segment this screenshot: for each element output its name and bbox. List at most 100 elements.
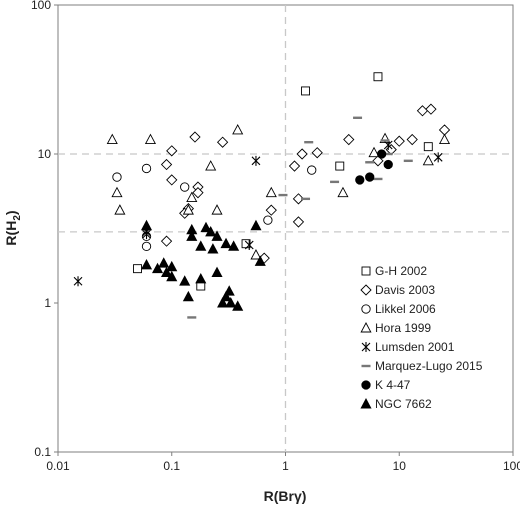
data-point <box>296 148 308 160</box>
data-point <box>207 243 219 254</box>
data-point <box>195 240 207 251</box>
data-point <box>301 197 311 201</box>
legend-marker <box>360 398 372 409</box>
y-tick-label: 1 <box>44 296 51 310</box>
data-point <box>383 152 393 156</box>
data-point <box>186 230 198 241</box>
x-axis-title: R(Brγ) <box>264 488 307 504</box>
data-points <box>73 72 451 319</box>
data-point <box>265 204 277 216</box>
legend-marker <box>361 266 371 276</box>
data-point <box>111 186 123 198</box>
x-tick-label: 10 <box>393 459 407 473</box>
data-point <box>166 270 178 282</box>
series-group <box>73 139 443 287</box>
data-point <box>425 103 437 115</box>
plot-area-frame <box>57 4 514 453</box>
data-point <box>433 152 443 163</box>
x-tick-label: 0.1 <box>163 459 180 473</box>
data-point <box>373 72 383 82</box>
data-point <box>114 204 126 215</box>
y-tick-label: 10 <box>38 147 52 161</box>
data-point <box>355 175 365 185</box>
series-group <box>160 103 451 264</box>
data-point <box>187 316 197 319</box>
data-point <box>205 225 217 237</box>
series-group <box>187 116 413 319</box>
data-point <box>438 133 451 145</box>
data-point <box>353 116 363 119</box>
data-point <box>311 147 323 159</box>
data-point <box>151 262 164 274</box>
data-point <box>158 257 170 268</box>
data-point <box>373 177 383 181</box>
data-point <box>182 290 194 302</box>
data-point <box>380 139 390 142</box>
legend-marker <box>361 304 371 314</box>
y-tick-label: 0.1 <box>34 445 51 459</box>
data-point <box>292 193 305 205</box>
y-tick-label: 100 <box>31 0 51 12</box>
x-tick-label: 1 <box>282 459 289 473</box>
data-point <box>403 159 413 163</box>
data-point <box>232 300 244 311</box>
data-point <box>223 285 235 296</box>
legend-label: Likkel 2006 <box>375 302 436 316</box>
data-point <box>376 149 387 159</box>
legend-marker <box>361 342 371 352</box>
data-point <box>141 241 152 251</box>
data-point <box>251 155 261 166</box>
data-point <box>141 163 152 174</box>
data-point <box>160 266 173 278</box>
legend-marker <box>361 364 371 368</box>
data-point <box>106 133 118 145</box>
data-point <box>368 146 380 158</box>
data-point <box>205 160 217 171</box>
data-point <box>228 240 240 251</box>
y-axis-title-main: R(H <box>3 221 19 246</box>
data-point <box>179 275 191 286</box>
data-point <box>142 229 151 240</box>
legend-label: Hora 1999 <box>375 321 431 335</box>
series-group <box>112 163 317 251</box>
data-point <box>217 297 229 308</box>
data-point <box>301 86 310 96</box>
data-point <box>422 154 434 166</box>
data-point <box>186 191 198 203</box>
data-point <box>133 264 142 274</box>
data-point <box>211 230 223 241</box>
series-group <box>355 149 393 185</box>
data-point <box>337 186 349 198</box>
data-point <box>307 165 317 175</box>
data-point <box>73 276 83 287</box>
data-point <box>140 259 153 270</box>
legend-label: NGC 7662 <box>375 397 432 411</box>
data-point <box>423 142 433 152</box>
data-point <box>211 204 223 215</box>
data-point <box>225 297 237 308</box>
data-point <box>160 235 173 247</box>
data-point <box>166 174 178 186</box>
legend-label: Marquez-Lugo 2015 <box>375 359 483 373</box>
data-point <box>292 216 305 228</box>
data-point <box>393 135 405 147</box>
data-point <box>288 160 301 172</box>
data-point <box>220 290 232 302</box>
data-point <box>144 133 157 145</box>
data-point <box>186 223 198 235</box>
data-point <box>335 161 345 171</box>
legend-label: G-H 2002 <box>375 264 427 278</box>
legend-marker <box>360 322 372 333</box>
data-point <box>220 237 232 249</box>
x-tick-label: 0.01 <box>46 459 70 473</box>
data-point <box>365 161 375 164</box>
data-point <box>263 215 273 225</box>
legend-marker <box>360 284 372 296</box>
legend-label: Lumsden 2001 <box>375 340 455 354</box>
y-axis-title: R(H2) <box>3 210 23 245</box>
series-group <box>140 219 266 311</box>
data-point <box>140 219 153 231</box>
data-point <box>200 221 212 233</box>
data-point <box>278 193 288 197</box>
data-point <box>182 204 194 215</box>
